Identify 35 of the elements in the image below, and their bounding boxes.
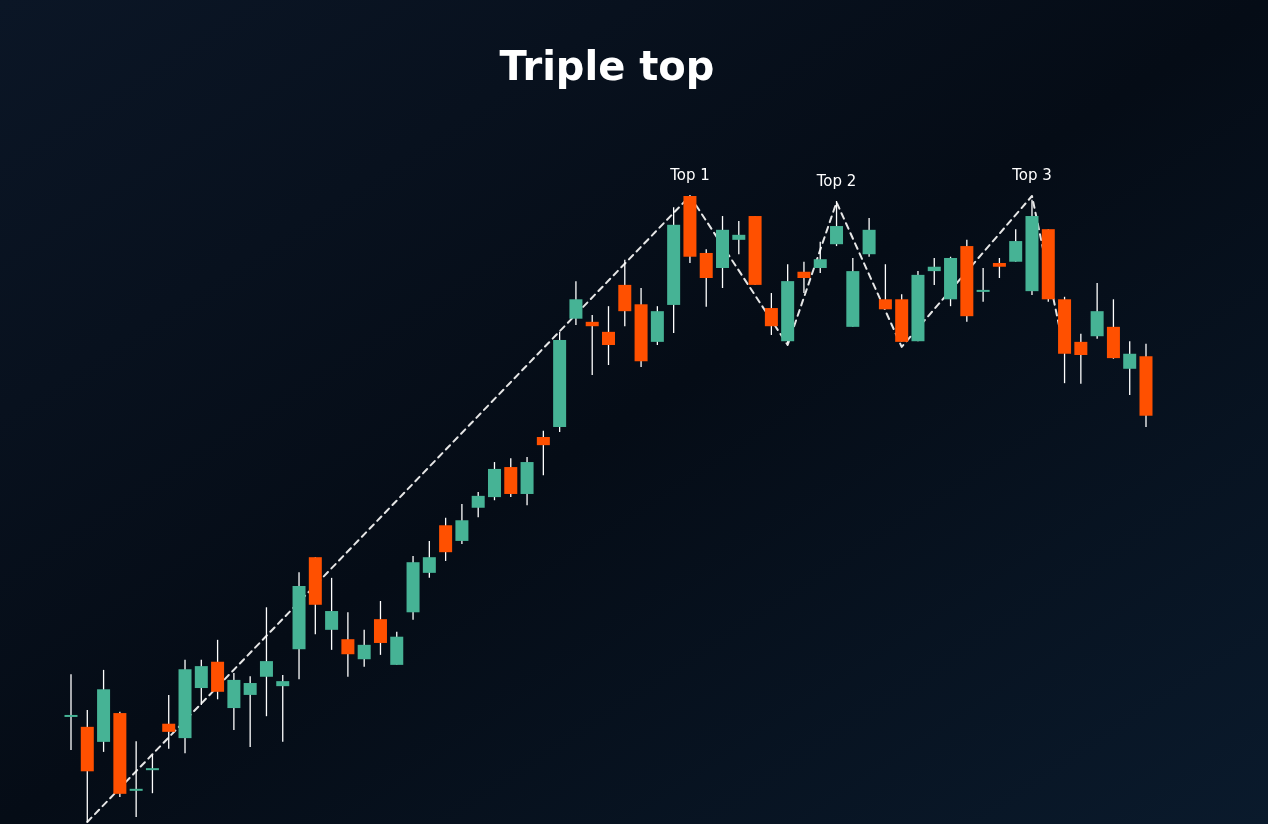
candlestick	[569, 280, 583, 326]
candlestick	[536, 430, 550, 476]
candlestick	[1123, 340, 1137, 396]
candlestick	[64, 673, 78, 751]
candlestick	[455, 503, 469, 545]
candlestick	[1009, 228, 1023, 263]
chart-title: Triple top	[499, 43, 715, 89]
candlestick	[764, 292, 778, 336]
candlestick	[373, 600, 387, 656]
candlestick	[602, 305, 615, 366]
candlestick	[162, 694, 176, 750]
candlestick	[145, 754, 159, 794]
candlestick	[976, 267, 990, 303]
candlestick	[732, 220, 746, 255]
candlestick	[471, 491, 485, 518]
candlestick	[927, 257, 941, 286]
candlestick	[813, 241, 827, 274]
candlestick	[992, 257, 1006, 279]
candlestick	[194, 659, 208, 706]
candlestick	[830, 200, 844, 247]
candlestick	[325, 577, 339, 651]
text: Top 1	[669, 166, 710, 184]
candlestick	[341, 611, 355, 678]
candlestick	[878, 263, 892, 310]
candlestick	[243, 675, 257, 748]
candlestick	[129, 740, 143, 818]
candlestick	[1074, 333, 1088, 385]
text: Top 3	[1011, 166, 1052, 184]
candlestick	[357, 629, 371, 668]
candlestick	[585, 314, 599, 376]
candlestick	[422, 540, 436, 579]
candlestick	[797, 261, 811, 294]
candlestick	[259, 606, 273, 717]
text: Top 2	[815, 172, 857, 191]
candlestick	[276, 674, 290, 743]
